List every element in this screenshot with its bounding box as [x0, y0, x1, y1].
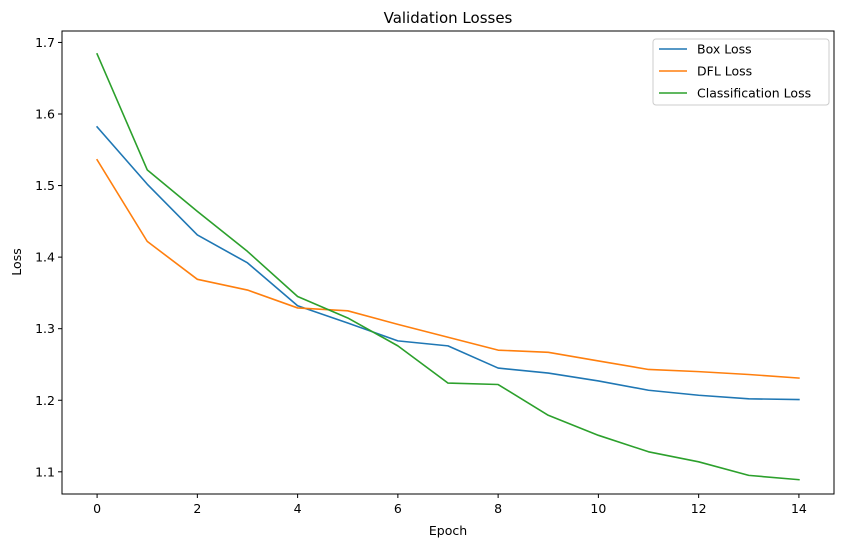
legend-box [652, 38, 830, 106]
y-axis: 1.1 1.2 1.3 1.4 1.5 1.6 1.7 [35, 35, 62, 479]
legend: Box Loss DFL Loss Classification Loss [652, 38, 830, 106]
x-axis: 0 2 4 6 8 10 12 14 [93, 494, 807, 516]
series-line-1 [95, 158, 800, 379]
y-tick-label: 1.4 [35, 250, 55, 265]
chart-title: Validation Losses [384, 9, 513, 27]
y-tick-label: 1.6 [35, 107, 55, 122]
x-tick-label: 6 [394, 501, 402, 516]
x-tick-label: 12 [691, 501, 707, 516]
y-tick-label: 1.3 [35, 321, 55, 336]
series-line-0 [95, 125, 800, 401]
legend-label-0: Box Loss [697, 42, 752, 57]
y-tick-label: 1.5 [35, 178, 55, 193]
y-axis-label: Loss [9, 248, 24, 275]
x-tick-label: 2 [193, 501, 201, 516]
x-tick-label: 14 [791, 501, 807, 516]
x-axis-label: Epoch [429, 523, 467, 538]
x-tick-label: 0 [93, 501, 101, 516]
x-tick-label: 10 [590, 501, 606, 516]
plot-lines [95, 52, 800, 481]
series-line-2 [96, 52, 800, 481]
y-tick-label: 1.7 [35, 35, 55, 50]
x-tick-label: 4 [294, 501, 302, 516]
legend-label-1: DFL Loss [697, 64, 752, 79]
legend-label-2: Classification Loss [697, 86, 811, 101]
y-tick-label: 1.1 [35, 464, 55, 479]
x-tick-label: 8 [494, 501, 502, 516]
plot-frame [61, 30, 835, 495]
y-tick-label: 1.2 [35, 393, 55, 408]
